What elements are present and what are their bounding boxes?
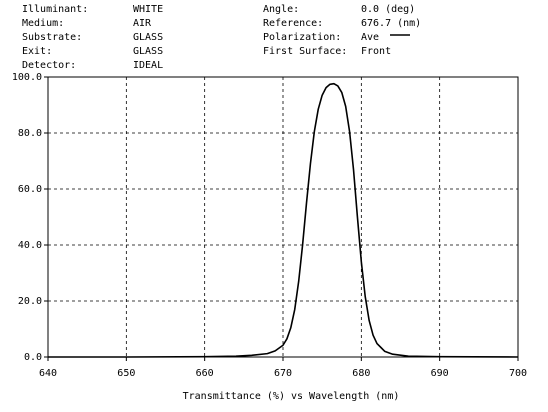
x-tick-label: 660 <box>196 368 214 379</box>
header-label: Angle: <box>263 4 299 15</box>
header-value: 0.0 (deg) <box>361 4 415 15</box>
x-tick-label: 670 <box>274 368 292 379</box>
header-value: IDEAL <box>133 60 163 71</box>
x-tick-label: 640 <box>39 368 57 379</box>
x-axis-label: Transmittance (%) vs Wavelength (nm) <box>183 391 400 402</box>
header-value: Front <box>361 46 391 57</box>
y-tick-label: 80.0 <box>18 128 42 139</box>
header-label: Detector: <box>22 60 76 71</box>
header-value: Ave <box>361 32 379 43</box>
y-tick-label: 40.0 <box>18 240 42 251</box>
y-tick-label: 60.0 <box>18 184 42 195</box>
header-label: Exit: <box>22 46 52 57</box>
y-tick-label: 20.0 <box>18 296 42 307</box>
header-value: GLASS <box>133 46 163 57</box>
header-label: First Surface: <box>263 46 347 57</box>
header-label: Medium: <box>22 18 64 29</box>
x-tick-label: 700 <box>509 368 527 379</box>
header-value: AIR <box>133 18 152 29</box>
x-tick-label: 680 <box>352 368 370 379</box>
x-tick-label: 690 <box>431 368 449 379</box>
header-value: 676.7 (nm) <box>361 18 421 29</box>
x-tick-label: 650 <box>117 368 135 379</box>
header-label: Illuminant: <box>22 4 88 15</box>
header-value: WHITE <box>133 4 163 15</box>
series-line-ave <box>48 82 519 358</box>
header-label: Substrate: <box>22 32 82 43</box>
y-tick-label: 100.0 <box>12 72 42 83</box>
header-label: Reference: <box>263 18 323 29</box>
header-value: GLASS <box>133 32 163 43</box>
header-label: Polarization: <box>263 32 341 43</box>
y-tick-label: 0.0 <box>24 352 42 363</box>
